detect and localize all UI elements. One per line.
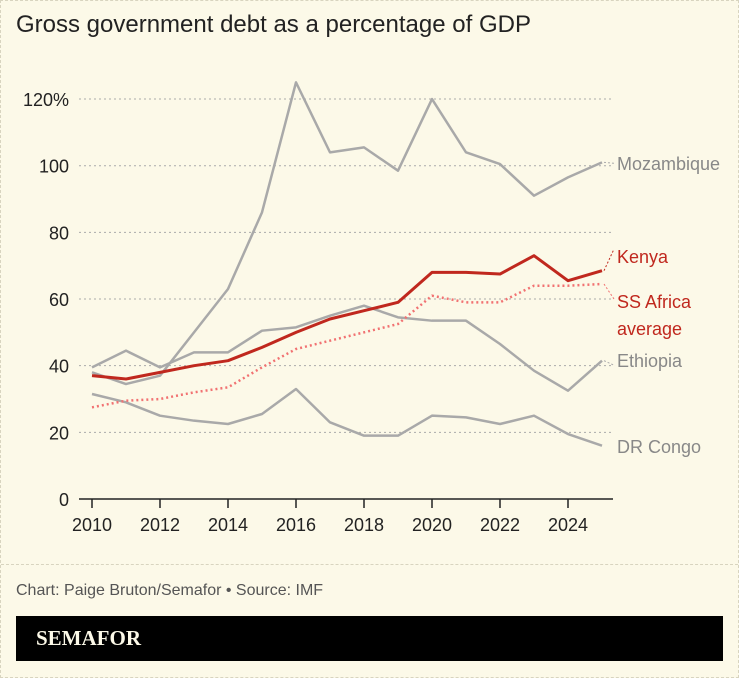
x-tick-label: 2018 (344, 515, 384, 535)
x-tick-label: 2024 (548, 515, 588, 535)
y-tick-label: 120% (23, 90, 69, 110)
series-line-kenya (91, 254, 603, 381)
y-tick-label: 20 (49, 423, 69, 443)
x-tick-label: 2022 (480, 515, 520, 535)
y-tick-label: 60 (49, 290, 69, 310)
label-ss-africa: SS Africa (617, 292, 692, 312)
semafor-logo: SEMAFOR (36, 626, 141, 650)
label-kenya: Kenya (617, 247, 669, 267)
series-line-mozambique (91, 81, 603, 386)
series-line-ss-africa-average (91, 282, 603, 409)
line-chart: 0 20 40 60 80 100 120% 2010 2012 2014 2016 2018 2020… (23, 81, 720, 535)
x-tick-label: 2020 (412, 515, 452, 535)
leader-line (603, 248, 615, 271)
leader-line (603, 283, 615, 300)
series-line-dr-congo (91, 387, 603, 447)
label-dr-congo: DR Congo (617, 437, 701, 457)
x-tick-label: 2016 (276, 515, 316, 535)
y-tick-label: 100 (39, 157, 69, 177)
x-tick-label: 2014 (208, 515, 248, 535)
brand-bar: SEMAFOR (16, 616, 723, 661)
y-tick-label: 0 (59, 490, 69, 510)
y-tick-label: 40 (49, 357, 69, 377)
series-line-ethiopia (91, 304, 603, 392)
credit-text: Chart: Paige Bruton/Semafor • Source: IM… (16, 582, 324, 599)
y-tick-label: 80 (49, 223, 69, 243)
x-tick-label: 2010 (72, 515, 112, 535)
chart-title: Gross government debt as a percentage of… (16, 11, 531, 38)
divider (1, 564, 738, 565)
label-ethiopia: Ethiopia (617, 351, 683, 371)
leader-line (603, 161, 616, 164)
label-mozambique: Mozambique (617, 154, 720, 174)
label-ss-africa-average: average (617, 319, 682, 339)
leader-line (603, 360, 616, 367)
x-tick-label: 2012 (140, 515, 180, 535)
